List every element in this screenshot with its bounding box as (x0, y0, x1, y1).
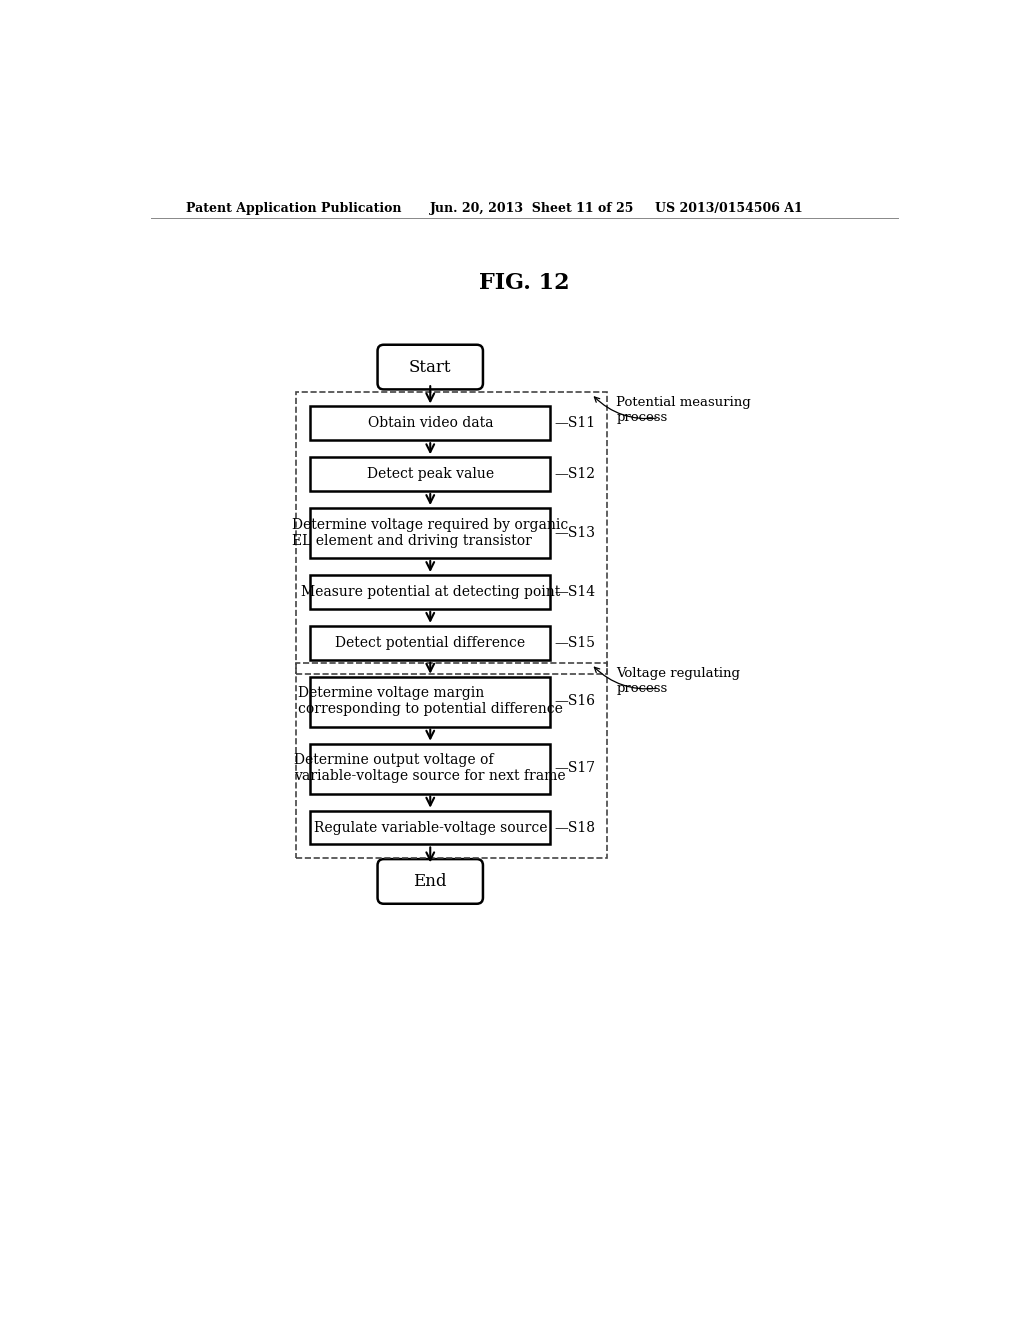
Text: —S13: —S13 (554, 525, 595, 540)
Text: Determine output voltage of
variable-voltage source for next frame: Determine output voltage of variable-vol… (295, 754, 566, 783)
Text: FIG. 12: FIG. 12 (479, 272, 570, 294)
Text: End: End (414, 873, 447, 890)
Text: Patent Application Publication: Patent Application Publication (186, 202, 401, 215)
Text: —S11: —S11 (554, 416, 595, 430)
Text: —S16: —S16 (554, 694, 595, 709)
Text: —S18: —S18 (554, 821, 595, 834)
Text: —S17: —S17 (554, 762, 595, 775)
FancyBboxPatch shape (310, 508, 550, 558)
Text: Determine voltage required by organic
EL element and driving transistor: Determine voltage required by organic EL… (292, 517, 568, 548)
FancyBboxPatch shape (310, 626, 550, 660)
FancyBboxPatch shape (378, 345, 483, 389)
Text: US 2013/0154506 A1: US 2013/0154506 A1 (655, 202, 803, 215)
Text: Start: Start (409, 359, 452, 376)
Text: Determine voltage margin
corresponding to potential difference: Determine voltage margin corresponding t… (298, 686, 562, 717)
Text: Potential measuring
process: Potential measuring process (616, 396, 751, 424)
FancyBboxPatch shape (310, 743, 550, 793)
Text: —S12: —S12 (554, 467, 595, 480)
Text: Detect potential difference: Detect potential difference (335, 636, 525, 649)
FancyBboxPatch shape (310, 407, 550, 441)
Text: Measure potential at detecting point: Measure potential at detecting point (301, 585, 560, 599)
Text: Voltage regulating
process: Voltage regulating process (616, 667, 740, 694)
FancyBboxPatch shape (378, 859, 483, 904)
FancyBboxPatch shape (310, 810, 550, 845)
Text: —S15: —S15 (554, 636, 595, 649)
Text: Regulate variable-voltage source: Regulate variable-voltage source (313, 821, 547, 834)
FancyBboxPatch shape (310, 457, 550, 491)
Text: Detect peak value: Detect peak value (367, 467, 494, 480)
Text: Jun. 20, 2013  Sheet 11 of 25: Jun. 20, 2013 Sheet 11 of 25 (430, 202, 635, 215)
Text: —S14: —S14 (554, 585, 595, 599)
FancyBboxPatch shape (310, 576, 550, 609)
FancyBboxPatch shape (310, 677, 550, 726)
Text: Obtain video data: Obtain video data (368, 416, 493, 430)
